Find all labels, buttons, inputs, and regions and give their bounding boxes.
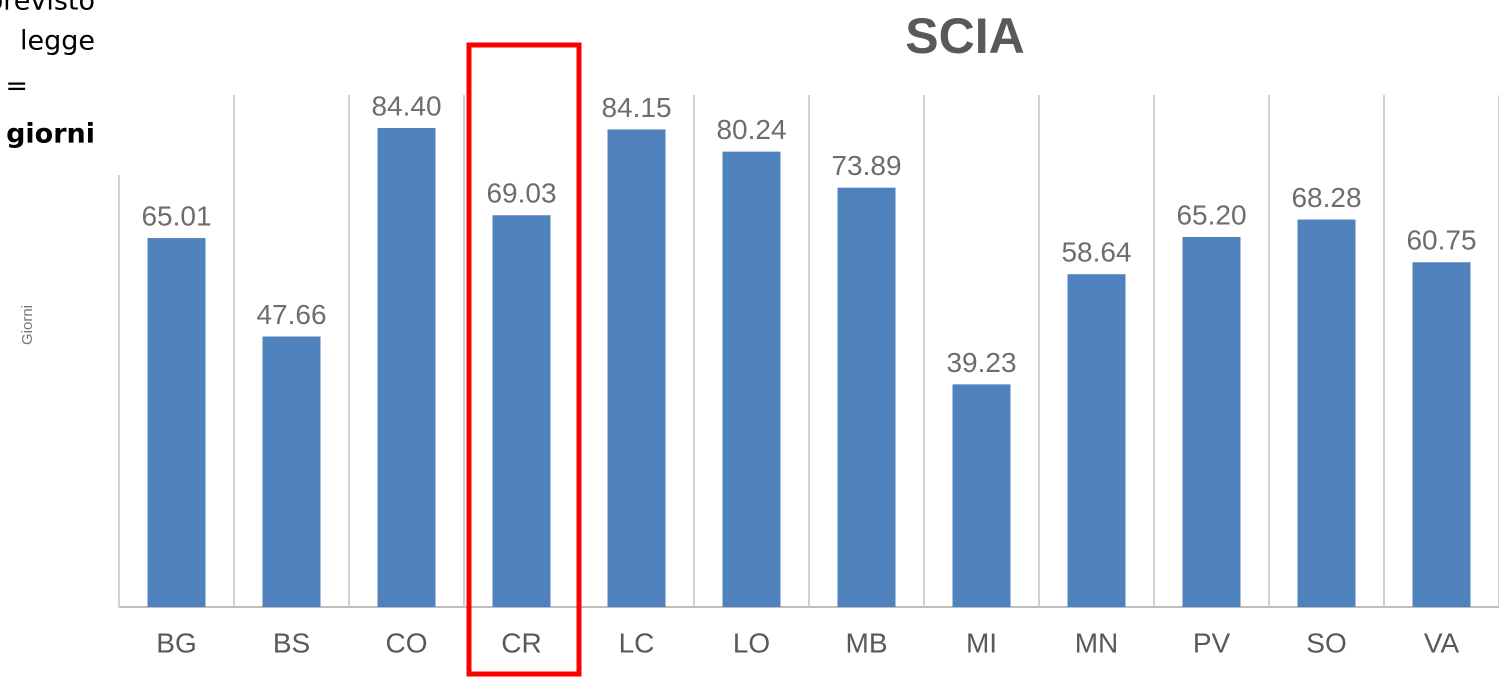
bar <box>147 238 206 608</box>
value-label: 65.20 <box>1176 199 1246 230</box>
value-label: 73.89 <box>831 150 901 181</box>
value-label: 65.01 <box>141 200 211 231</box>
y-axis-label: Giorni <box>19 305 36 345</box>
x-tick-label: VA <box>1424 627 1460 658</box>
side-text: legge <box>20 26 95 57</box>
side-text: giorni <box>6 119 95 150</box>
x-tick-label: MN <box>1075 627 1119 658</box>
bar <box>1297 219 1356 608</box>
value-label: 84.40 <box>371 90 441 121</box>
bar <box>1412 262 1471 607</box>
x-tick-label: SO <box>1306 627 1346 658</box>
bar <box>952 384 1011 607</box>
x-tick-label: LO <box>733 627 770 658</box>
x-tick-label: MI <box>966 627 997 658</box>
bar <box>837 187 896 607</box>
value-label: 84.15 <box>601 92 671 123</box>
bar <box>262 336 321 607</box>
value-label: 58.64 <box>1061 237 1131 268</box>
x-tick-label: MB <box>846 627 888 658</box>
x-tick-label: BS <box>273 627 310 658</box>
value-label: 60.75 <box>1406 225 1476 256</box>
chart-title: SCIA <box>905 8 1024 64</box>
bar <box>607 129 666 608</box>
value-label: 68.28 <box>1291 182 1361 213</box>
x-tick-label: CR <box>501 627 541 658</box>
highlight-box <box>466 42 582 677</box>
value-label: 39.23 <box>946 347 1016 378</box>
x-tick-label: CO <box>386 627 428 658</box>
x-tick-label: LC <box>619 627 655 658</box>
bar <box>1067 274 1126 607</box>
x-tick-label: BG <box>156 627 196 658</box>
bar <box>1182 236 1241 608</box>
side-text: = <box>5 71 28 102</box>
value-label: 47.66 <box>256 299 326 330</box>
side-text: previsto <box>0 0 95 17</box>
bar <box>722 151 781 607</box>
bar <box>492 215 551 607</box>
x-tick-label: PV <box>1193 627 1231 658</box>
bar <box>377 128 436 607</box>
value-label: 80.24 <box>716 114 786 145</box>
value-label: 69.03 <box>486 178 556 209</box>
